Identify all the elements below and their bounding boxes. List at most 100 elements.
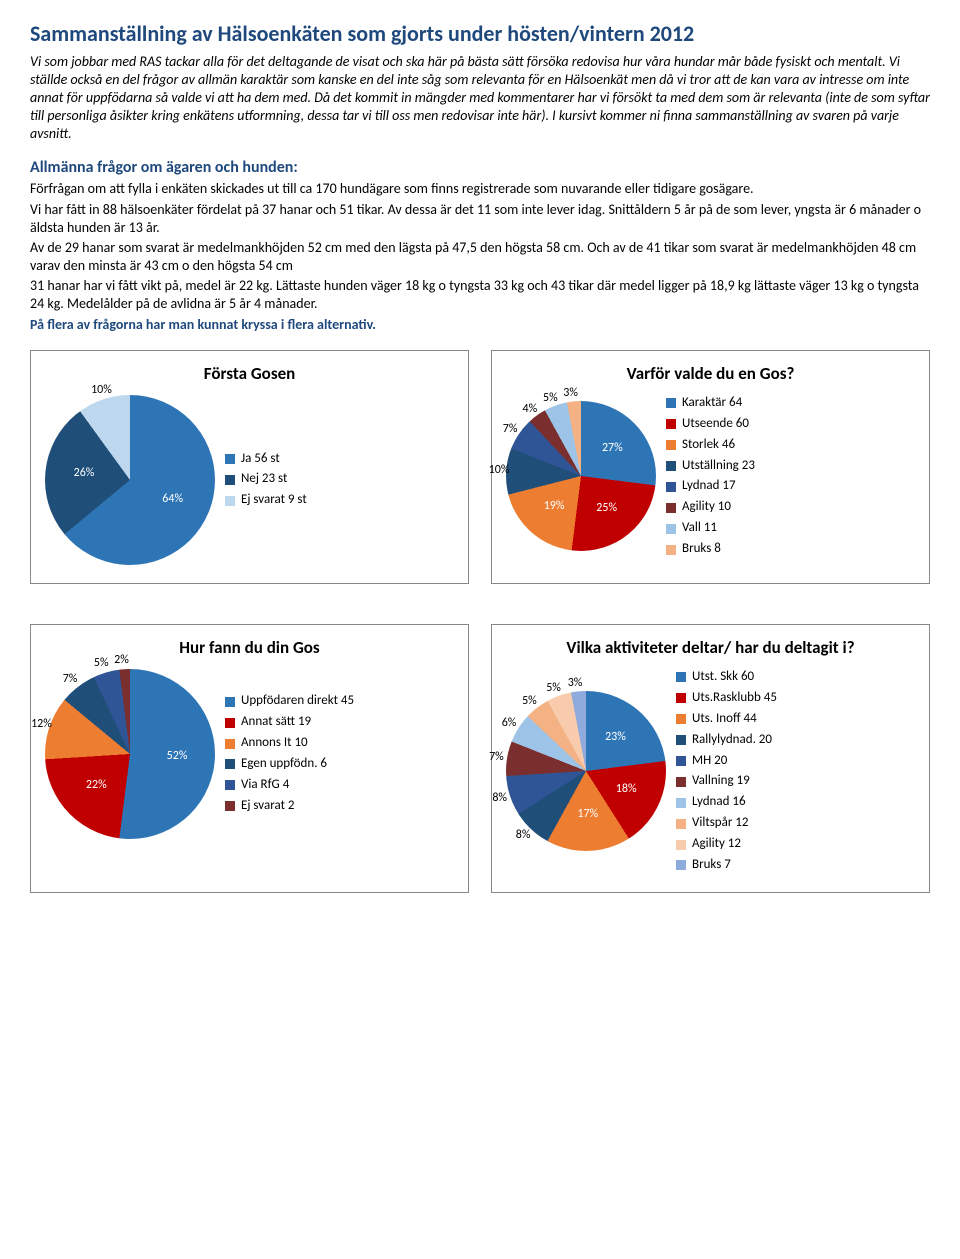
legend-label: Annat sätt 19 <box>241 714 311 731</box>
pie-chart <box>45 669 215 839</box>
legend-label: Nej 23 st <box>241 471 287 488</box>
chart3-pie-wrap: 52%22%12%7%5%2% <box>45 669 215 839</box>
legend-item: Storlek 46 <box>666 437 755 454</box>
pie-chart <box>506 401 656 551</box>
legend-label: Utställning 23 <box>682 458 755 475</box>
legend-label: Storlek 46 <box>682 437 735 454</box>
legend-item: Lydnad 17 <box>666 478 755 495</box>
legend-swatch <box>666 482 676 492</box>
chart1-box: Första Gosen 64% 26% 10% Ja 56 st Nej 23 st… <box>30 350 469 584</box>
pie-percent-label: 22% <box>86 778 107 794</box>
chart1-legend: Ja 56 st Nej 23 st Ej svarat 9 st <box>225 451 307 510</box>
pie-percent-label: 7% <box>63 672 78 688</box>
legend-item: Utställning 23 <box>666 458 755 475</box>
legend-item: Vallning 19 <box>676 773 777 790</box>
legend-item: Karaktär 64 <box>666 395 755 412</box>
legend-item: Lydnad 16 <box>676 794 777 811</box>
legend-swatch <box>666 503 676 513</box>
legend-item: Uppfödaren direkt 45 <box>225 693 354 710</box>
legend-swatch <box>225 454 235 464</box>
pie-percent-label: 5% <box>522 694 537 710</box>
section1-p4: 31 hanar har vi fått vikt på, medel är 2… <box>30 277 930 313</box>
legend-swatch <box>225 739 235 749</box>
legend-item: Utst. Skk 60 <box>676 669 777 686</box>
blue-note: På flera av frågorna har man kunnat krys… <box>30 316 930 334</box>
chart1-title: Första Gosen <box>45 363 454 385</box>
legend-item: MH 20 <box>676 753 777 770</box>
legend-item: Egen uppfödn. 6 <box>225 756 354 773</box>
pie-percent-label: 6% <box>502 716 517 732</box>
legend-item: Nej 23 st <box>225 471 307 488</box>
pie-percent-label: 3% <box>563 386 578 402</box>
legend-label: Lydnad 17 <box>682 478 736 495</box>
legend-swatch <box>225 780 235 790</box>
pie-percent-label: 64% <box>162 492 183 508</box>
legend-swatch <box>676 735 686 745</box>
legend-item: Annat sätt 19 <box>225 714 354 731</box>
legend-swatch <box>666 398 676 408</box>
pie-percent-label: 19% <box>544 499 565 515</box>
pie-percent-label: 10% <box>489 463 510 479</box>
legend-item: Utseende 60 <box>666 416 755 433</box>
legend-swatch <box>676 756 686 766</box>
legend-swatch <box>676 860 686 870</box>
legend-label: Vallning 19 <box>692 773 750 790</box>
legend-swatch <box>225 697 235 707</box>
legend-item: Vall 11 <box>666 520 755 537</box>
pie-percent-label: 5% <box>543 391 558 407</box>
legend-swatch <box>225 759 235 769</box>
legend-label: Ja 56 st <box>241 451 280 468</box>
legend-item: Annons It 10 <box>225 735 354 752</box>
legend-label: Bruks 7 <box>692 857 731 874</box>
chart2-legend: Karaktär 64 Utseende 60 Storlek 46 Utställn… <box>666 395 755 558</box>
legend-swatch <box>225 718 235 728</box>
legend-swatch <box>225 801 235 811</box>
pie-percent-label: 27% <box>602 441 623 457</box>
legend-label: Rallylydnad. 20 <box>692 732 772 749</box>
legend-swatch <box>676 693 686 703</box>
legend-label: Annons It 10 <box>241 735 308 752</box>
pie-percent-label: 5% <box>94 656 109 672</box>
legend-label: Utseende 60 <box>682 416 749 433</box>
chart2-title: Varför valde du en Gos? <box>506 363 915 385</box>
legend-label: Bruks 8 <box>682 541 721 558</box>
chart2-pie-wrap: 27%25%19%10%7%4%5%3% <box>506 401 656 551</box>
legend-swatch <box>676 672 686 682</box>
pie-percent-label: 12% <box>31 717 52 733</box>
legend-label: Karaktär 64 <box>682 395 742 412</box>
legend-label: Uppfödaren direkt 45 <box>241 693 354 710</box>
pie-chart <box>45 395 215 565</box>
legend-label: Ej svarat 2 <box>241 798 294 815</box>
chart3-box: Hur fann du din Gos 52%22%12%7%5%2% Uppf… <box>30 624 469 893</box>
pie-percent-label: 2% <box>114 653 129 669</box>
pie-percent-label: 10% <box>91 383 112 399</box>
pie-percent-label: 18% <box>616 782 637 798</box>
legend-swatch <box>676 777 686 787</box>
legend-label: MH 20 <box>692 753 727 770</box>
section1-p1: Förfrågan om att fylla i enkäten skickad… <box>30 180 930 198</box>
legend-swatch <box>225 475 235 485</box>
legend-label: Vall 11 <box>682 520 717 537</box>
section1-p2: Vi har fått in 88 hälsoenkäter fördelat … <box>30 201 930 237</box>
legend-swatch <box>676 798 686 808</box>
legend-label: Agility 10 <box>682 499 731 516</box>
legend-item: Uts. Inoff 44 <box>676 711 777 728</box>
pie-percent-label: 26% <box>74 466 95 482</box>
legend-label: Ej svarat 9 st <box>241 492 307 509</box>
legend-swatch <box>676 714 686 724</box>
pie-percent-label: 3% <box>568 676 583 692</box>
legend-swatch <box>676 819 686 829</box>
legend-swatch <box>225 496 235 506</box>
pie-percent-label: 8% <box>516 828 531 844</box>
pie-percent-label: 17% <box>577 807 598 823</box>
chart2-box: Varför valde du en Gos? 27%25%19%10%7%4%… <box>491 350 930 584</box>
legend-item: Bruks 8 <box>666 541 755 558</box>
legend-label: Via RfG 4 <box>241 777 289 794</box>
legend-item: Ja 56 st <box>225 451 307 468</box>
pie-percent-label: 4% <box>523 402 538 418</box>
legend-item: Uts.Rasklubb 45 <box>676 690 777 707</box>
chart4-legend: Utst. Skk 60 Uts.Rasklubb 45 Uts. Inoff 44… <box>676 669 777 874</box>
legend-item: Via RfG 4 <box>225 777 354 794</box>
legend-label: Agility 12 <box>692 836 741 853</box>
charts-row-1: Första Gosen 64% 26% 10% Ja 56 st Nej 23 st… <box>30 350 930 584</box>
